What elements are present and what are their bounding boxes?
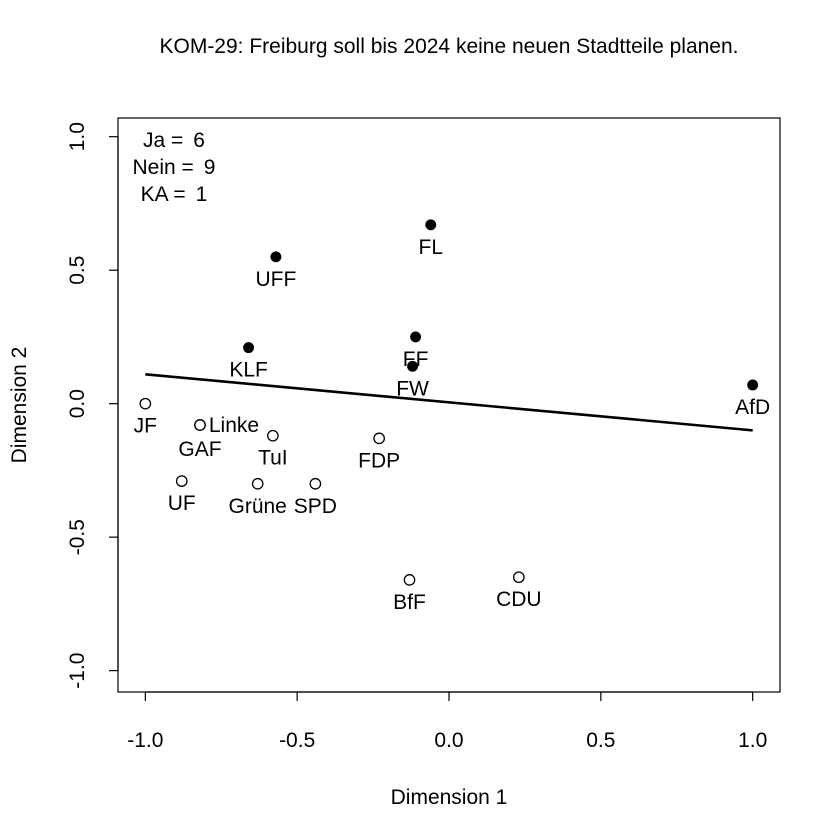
point-label: FF bbox=[403, 348, 429, 371]
x-axis: -1.0 -0.5 0.0 0.5 1.0 bbox=[127, 691, 767, 752]
point-ja-klf bbox=[243, 342, 255, 354]
y-axis: -1.0 -0.5 0.0 0.5 1.0 bbox=[66, 122, 119, 689]
y-tick-label: -0.5 bbox=[66, 519, 89, 555]
point-nein-grüne bbox=[251, 477, 264, 490]
point-ja-fw bbox=[407, 360, 419, 372]
vote-count-nein: Nein = 9 bbox=[133, 156, 216, 179]
point-nein-gaf bbox=[194, 419, 206, 431]
x-tick-label: 0.5 bbox=[586, 729, 615, 752]
point-nein-fdp bbox=[373, 432, 386, 445]
point-label: JF bbox=[134, 415, 157, 438]
point-nein-spd bbox=[309, 477, 322, 490]
point-label: Linke bbox=[209, 414, 259, 437]
point-label: FW bbox=[396, 377, 429, 400]
point-label: Grüne bbox=[229, 495, 287, 518]
x-tick-label: 1.0 bbox=[738, 729, 767, 752]
point-ja-uff bbox=[270, 251, 282, 263]
point-label: KLF bbox=[229, 359, 268, 382]
point-label: SPD bbox=[294, 495, 337, 518]
y-tick-label: 0.5 bbox=[66, 256, 89, 285]
point-label: AfD bbox=[735, 396, 770, 419]
points-layer bbox=[139, 219, 759, 586]
x-axis-title: Dimension 1 bbox=[391, 786, 508, 809]
chart-title: KOM-29: Freiburg soll bis 2024 keine neu… bbox=[159, 35, 738, 58]
y-tick-label: 0.0 bbox=[66, 389, 89, 418]
plot-frame bbox=[117, 117, 781, 693]
vote-count-legend: Ja = 6 Nein = 9 KA = 1 bbox=[133, 129, 216, 206]
point-ja-fl bbox=[425, 219, 437, 231]
point-ja-ff bbox=[410, 331, 422, 343]
point-nein-uf bbox=[175, 475, 188, 487]
point-label: GAF bbox=[178, 438, 221, 461]
cutting-line bbox=[145, 373, 753, 432]
point-nein-tui bbox=[267, 429, 279, 442]
point-nein-bff bbox=[403, 574, 416, 586]
point-label: UFF bbox=[255, 268, 296, 291]
point-nein-jf bbox=[139, 397, 152, 410]
point-label: TuI bbox=[258, 447, 288, 470]
point-label: CDU bbox=[496, 588, 542, 611]
point-label: FL bbox=[419, 236, 444, 259]
vote-count-ka: KA = 1 bbox=[141, 183, 208, 206]
point-nein-cdu bbox=[512, 571, 525, 584]
x-tick-label: -0.5 bbox=[279, 729, 315, 752]
y-tick-label: -1.0 bbox=[66, 653, 89, 689]
x-tick-label: -1.0 bbox=[127, 729, 163, 752]
point-label: FDP bbox=[358, 449, 400, 472]
point-ja-afd bbox=[747, 379, 759, 391]
y-tick-label: 1.0 bbox=[66, 122, 89, 151]
point-label: BfF bbox=[393, 591, 426, 614]
y-axis-title: Dimension 2 bbox=[8, 347, 31, 464]
point-label: UF bbox=[168, 492, 196, 515]
vote-count-ja: Ja = 6 bbox=[143, 129, 205, 152]
x-tick-label: 0.0 bbox=[434, 729, 463, 752]
